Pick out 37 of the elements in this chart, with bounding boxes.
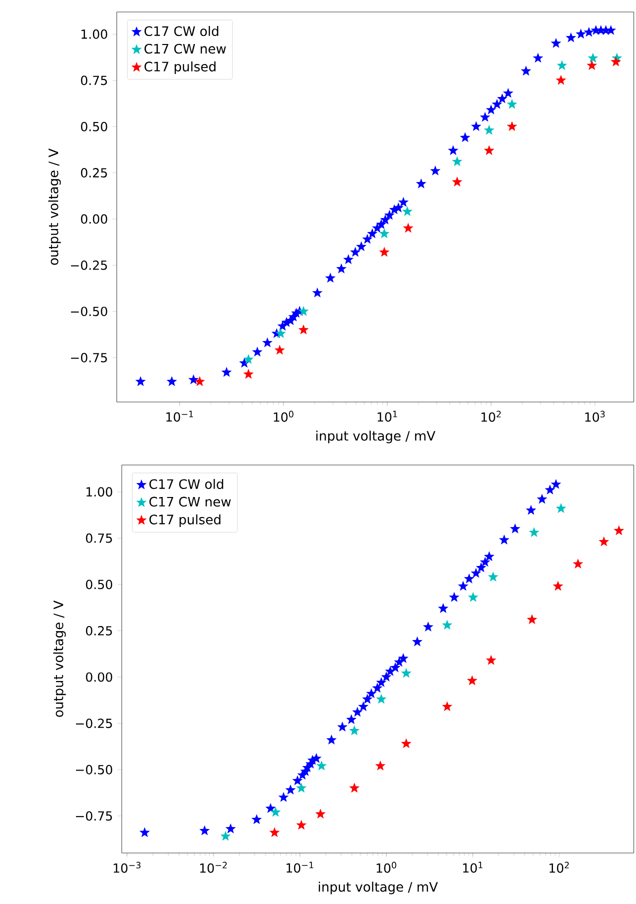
y-tick-label: 0.50 [81, 122, 108, 132]
x-tick-label: 10$^{0}$ [376, 862, 396, 873]
y-tick-label: −0.50 [71, 306, 108, 316]
y-tick-label: −0.50 [76, 764, 112, 774]
x-tick-label: 10$^{1}$ [463, 862, 483, 873]
x-tick-label: 10$^{−1}$ [286, 862, 314, 873]
x-tick-label: 10$^{0}$ [274, 410, 294, 422]
y-tick-label: 0.75 [86, 533, 112, 543]
legend-label: C17 pulsed [144, 61, 216, 74]
y-axis-title: output voltage / V [53, 600, 66, 717]
x-tick-label: 10$^{2}$ [550, 862, 569, 873]
y-tick-label: −0.25 [76, 718, 112, 728]
y-tick-label: 1.00 [82, 29, 108, 39]
y-tick-label: −0.75 [76, 811, 112, 821]
y-tick-label: 0.50 [86, 580, 112, 590]
legend-label: C17 CW new [144, 44, 226, 54]
y-tick-label: −0.25 [71, 260, 107, 270]
x-tick-label: 10$^{3}$ [585, 410, 605, 422]
y-tick-label: −0.75 [71, 352, 107, 362]
x-tick-label: 10$^{−2}$ [200, 862, 227, 873]
legend-label: C17 CW new [150, 496, 231, 507]
x-tick-label: 10$^{2}$ [482, 410, 501, 422]
y-tick-label: 0.00 [81, 214, 108, 224]
x-tick-label: 10$^{−3}$ [114, 862, 141, 873]
y-tick-label: 0.25 [81, 168, 107, 178]
legend-label: C17 pulsed [150, 514, 220, 527]
legend-label: C17 CW old [150, 478, 224, 490]
y-axis-title: output voltage / V [48, 148, 61, 265]
x-tick-label: 10$^{−1}$ [166, 410, 194, 422]
x-tick-label: 10$^{1}$ [378, 410, 398, 422]
y-tick-label: 0.75 [81, 76, 107, 86]
y-tick-label: 0.00 [86, 672, 112, 682]
x-axis-title: input voltage / mV [318, 882, 438, 894]
y-tick-label: 0.25 [86, 626, 112, 636]
x-axis-title: input voltage / mV [316, 430, 436, 444]
legend-label: C17 CW old [144, 26, 218, 36]
y-tick-label: 1.00 [86, 487, 112, 497]
